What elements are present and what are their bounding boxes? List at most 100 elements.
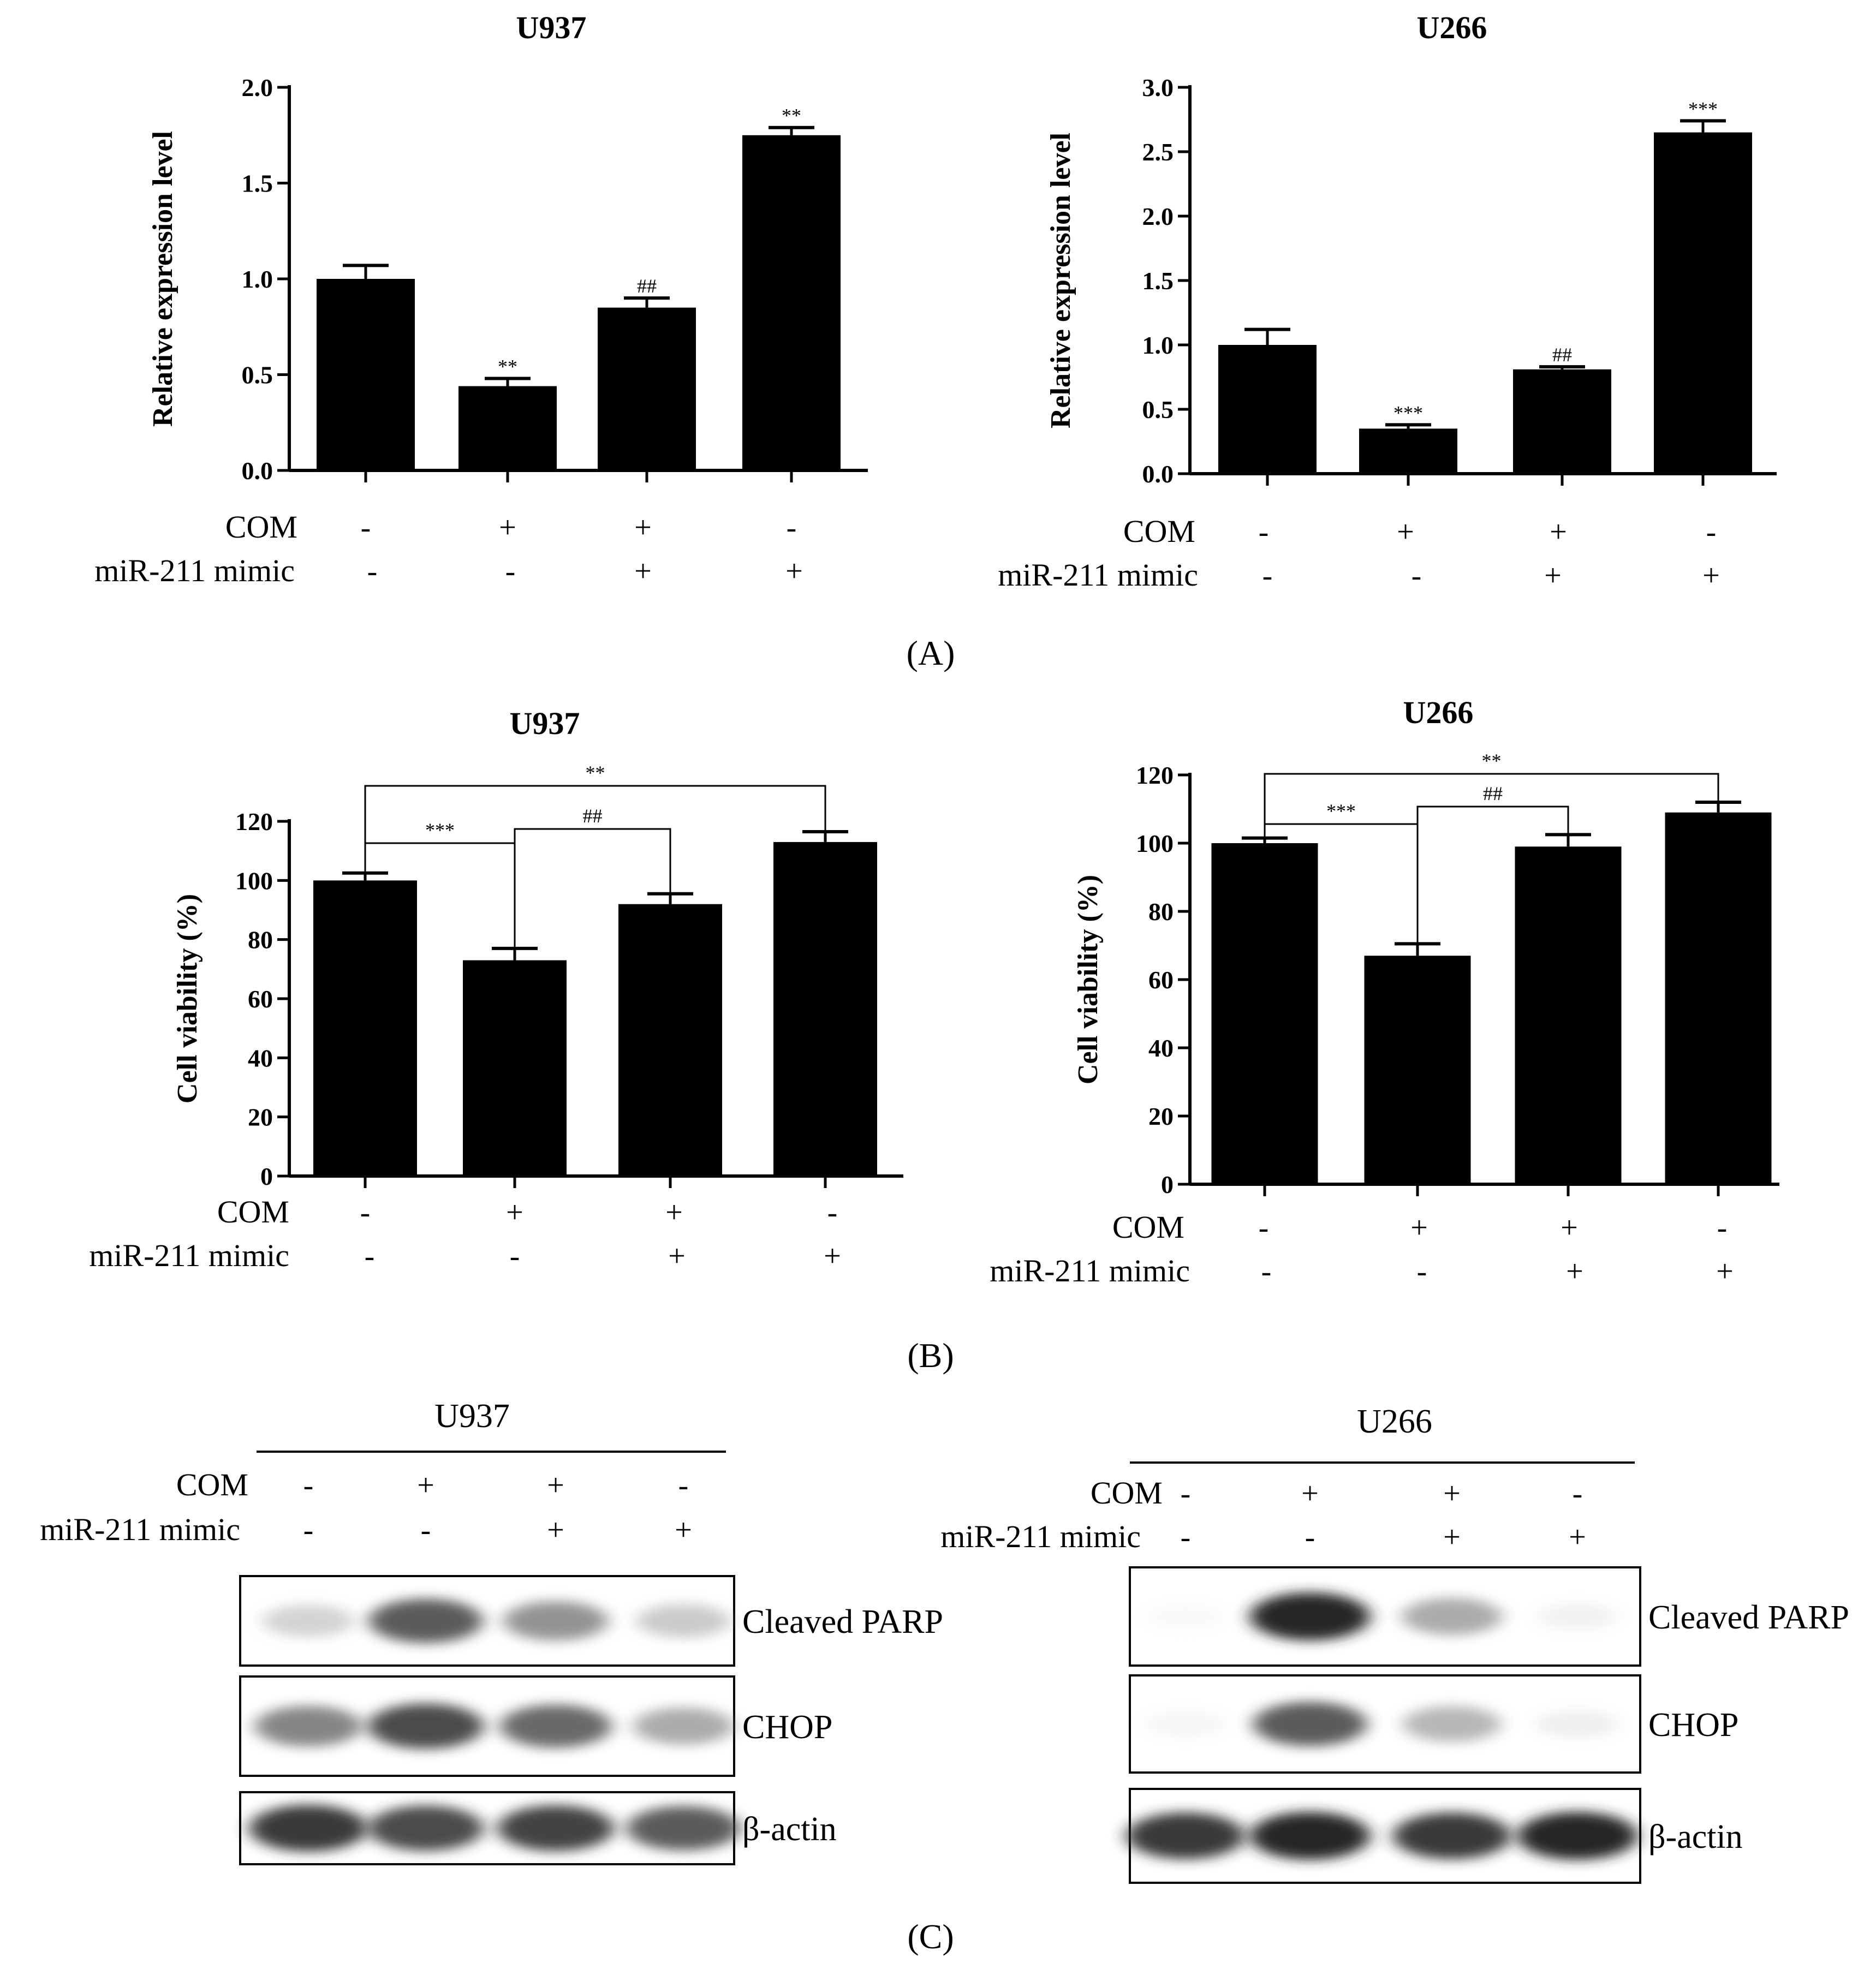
blot-band (1250, 1592, 1370, 1640)
blot-row: CHOP (239, 1675, 832, 1777)
bar (313, 880, 417, 1176)
bracket-label: ** (586, 762, 605, 784)
com-sign: + (499, 511, 516, 545)
bar (1513, 369, 1611, 474)
blot-band (497, 1805, 614, 1852)
blot-band (500, 1704, 611, 1748)
mimic-sign: - (1417, 1255, 1427, 1288)
bracket-label: ## (1483, 783, 1503, 804)
blot-band (1250, 1812, 1370, 1860)
blot-band (1127, 1812, 1244, 1859)
band-label: Cleaved PARP (1648, 1599, 1849, 1636)
row-label-mimic: miR-211 mimic (40, 1512, 240, 1547)
blot-band (627, 1806, 740, 1851)
row-label-mimic: miR-211 mimic (990, 1253, 1190, 1288)
y-tick-label: 2.0 (242, 74, 273, 102)
mimic-sign: - (421, 1513, 431, 1547)
y-tick-label: 60 (1148, 966, 1174, 994)
y-tick-label: 0.5 (1142, 396, 1174, 423)
bar (458, 386, 557, 470)
mimic-sign: + (1569, 1520, 1586, 1554)
blot-band (1253, 1702, 1367, 1746)
y-axis-label: Cell viability (%) (1073, 875, 1104, 1084)
com-sign: + (547, 1469, 564, 1502)
blot-layer: U937 COM miR-211 mimic - + + - - - + + Cleaved PARP… (40, 1398, 1849, 1884)
y-axis-label: Cell viability (%) (172, 894, 203, 1103)
mimic-sign: + (1716, 1255, 1734, 1288)
panel-label-a: (A) (907, 634, 955, 672)
blot-row: CHOP (1129, 1674, 1738, 1774)
y-tick-label: 0 (260, 1162, 273, 1190)
significance-label: ** (498, 356, 517, 378)
row-label-com: COM (1091, 1475, 1163, 1511)
significance-bracket (1264, 773, 1719, 838)
significance-label: ## (637, 275, 657, 297)
blot-band (636, 1604, 730, 1638)
blot-band (263, 1604, 354, 1637)
band-label: β-actin (1648, 1818, 1743, 1855)
mimic-sign: + (634, 554, 652, 588)
bar (1359, 428, 1457, 474)
row-label-mimic: miR-211 mimic (998, 557, 1198, 593)
significance-bracket (364, 785, 826, 873)
blot-row: β-actin (1127, 1788, 1743, 1884)
band-label: CHOP (742, 1709, 832, 1746)
panel-label-c: (C) (907, 1917, 954, 1956)
com-sign: + (1550, 515, 1567, 549)
western-blot-C-U937: U937 COM miR-211 mimic - + + - - - + + Cleaved PARP… (40, 1398, 943, 1865)
blot-band (249, 1805, 367, 1852)
com-sign: + (417, 1469, 434, 1502)
bracket-label: *** (425, 819, 455, 841)
com-sign: - (303, 1469, 314, 1502)
com-sign: - (361, 511, 371, 545)
y-tick-label: 0.0 (1142, 460, 1174, 488)
text-layer: (A) (B) (C) (907, 634, 955, 1956)
mimic-sign: - (303, 1513, 314, 1547)
y-tick-label: 2.0 (1142, 202, 1174, 230)
bar (463, 960, 567, 1176)
com-sign: + (665, 1196, 683, 1230)
com-sign: + (1410, 1211, 1428, 1245)
row-label-mimic: miR-211 mimic (94, 553, 295, 588)
mimic-sign: + (824, 1239, 841, 1273)
mimic-sign: + (668, 1239, 686, 1273)
chart-title: U937 (510, 706, 580, 741)
blot-band (503, 1601, 608, 1641)
y-tick-label: 20 (248, 1103, 273, 1131)
western-blot-C-U266: U266 COM miR-211 mimic - + + - - - + + Cleaved PARP… (940, 1403, 1849, 1884)
mimic-sign: - (1412, 559, 1422, 593)
bar (598, 307, 696, 470)
bracket-label: ## (583, 805, 603, 827)
bar (1654, 132, 1752, 474)
mimic-sign: - (367, 554, 378, 588)
com-sign: + (1301, 1477, 1319, 1511)
blot-band (1146, 1604, 1225, 1629)
com-sign: + (1397, 515, 1414, 549)
blot-row: Cleaved PARP (1129, 1566, 1849, 1667)
mimic-sign: - (1261, 1255, 1272, 1288)
significance-label: *** (1688, 98, 1718, 120)
significance-label: ## (1552, 344, 1572, 366)
band-label: CHOP (1648, 1707, 1738, 1744)
chart-title: U266 (1403, 695, 1474, 730)
chart-A-U937: U937 Relative expression level 0.0 0.5 1.0 1.… (94, 10, 868, 588)
mimic-sign: - (1305, 1520, 1315, 1554)
com-sign: + (506, 1196, 523, 1230)
panel-label-b: (B) (907, 1336, 954, 1375)
bar (1515, 846, 1622, 1184)
y-tick-label: 40 (248, 1044, 273, 1072)
com-sign: + (1443, 1477, 1461, 1511)
blot-title: U266 (1357, 1403, 1432, 1440)
bar (1211, 843, 1318, 1184)
com-sign: - (1259, 515, 1269, 549)
band-label: Cleaved PARP (742, 1603, 943, 1640)
com-sign: + (1561, 1211, 1578, 1245)
bracket-label: ** (1482, 750, 1502, 772)
mimic-sign: + (547, 1513, 564, 1547)
blot-band (368, 1805, 484, 1851)
significance-bracket (514, 828, 671, 938)
chart-A-U266: U266 Relative expression level 0.0 0.5 1.0 1.… (998, 10, 1777, 593)
y-tick-label: 100 (235, 867, 273, 894)
